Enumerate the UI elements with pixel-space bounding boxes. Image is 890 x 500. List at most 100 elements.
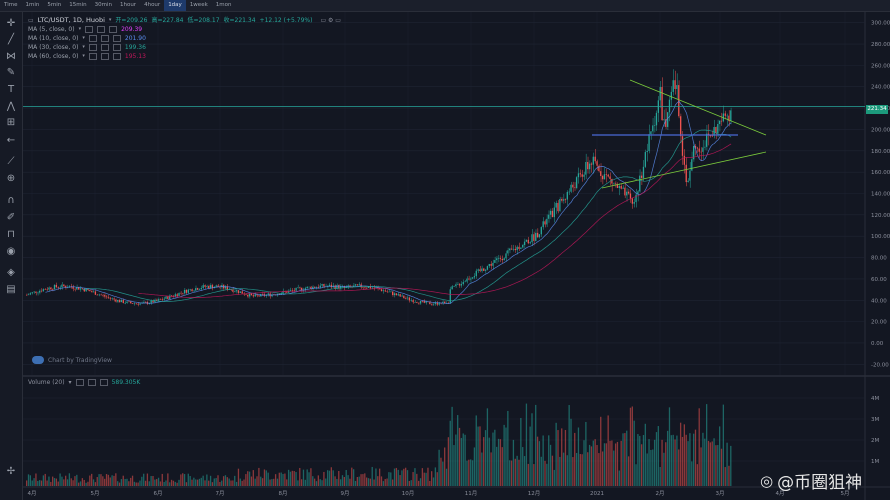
layout-icon[interactable]: ▭: [28, 17, 34, 24]
box-icon[interactable]: [88, 35, 97, 42]
timeframe-1min[interactable]: 1min: [25, 2, 40, 8]
volume-bar: [581, 454, 583, 486]
timeframe-15min[interactable]: 15min: [69, 2, 87, 8]
volume-bar: [570, 418, 572, 486]
volume-tick-label: 4M: [871, 396, 879, 402]
box-icon[interactable]: [109, 26, 118, 33]
volume-bar: [702, 432, 704, 486]
candle-body: [574, 187, 576, 189]
box-icon[interactable]: [112, 35, 121, 42]
box-icon[interactable]: [99, 379, 108, 386]
text-icon[interactable]: T: [7, 83, 15, 95]
chevron-down-icon[interactable]: ▾: [78, 26, 82, 32]
box-icon[interactable]: [97, 26, 106, 33]
volume-label[interactable]: Volume (20): [28, 379, 65, 386]
volume-bar: [464, 434, 466, 486]
fib-icon[interactable]: ⋈: [6, 50, 16, 62]
candle-body: [349, 285, 351, 287]
candle-body: [678, 85, 680, 117]
box-icon[interactable]: [100, 44, 109, 51]
volume-bar: [717, 445, 719, 486]
chevron-down-icon[interactable]: ▾: [82, 35, 85, 41]
candle-body: [215, 285, 217, 287]
pattern-icon[interactable]: ⋀: [6, 100, 16, 112]
volume-bar: [85, 482, 87, 486]
timeframe-time[interactable]: Time: [4, 2, 18, 8]
chevron-down-icon[interactable]: ▾: [68, 379, 72, 386]
lock-icon[interactable]: ⊓: [7, 228, 15, 240]
candle-body: [568, 191, 570, 193]
brush-icon[interactable]: ✎: [6, 66, 16, 78]
volume-bar: [416, 473, 418, 486]
candle-body: [393, 293, 396, 296]
timeframe-4hour[interactable]: 4hour: [144, 2, 161, 8]
box-icon[interactable]: [100, 35, 109, 42]
volume-bar: [126, 478, 128, 486]
chevron-down-icon[interactable]: ▾: [82, 44, 85, 50]
volume-bar: [412, 472, 414, 486]
chevron-down-icon[interactable]: ▾: [108, 17, 112, 23]
box-icon[interactable]: [75, 379, 84, 386]
volume-bar: [232, 480, 234, 486]
volume-bar: [453, 445, 455, 486]
ma-label[interactable]: MA (30, close, 0): [28, 44, 79, 51]
magnet-icon[interactable]: ∩: [7, 194, 15, 206]
timeframe-1hour[interactable]: 1hour: [119, 2, 137, 8]
timeframe-30min[interactable]: 30min: [94, 2, 112, 8]
trendline-icon[interactable]: ╱: [7, 33, 15, 45]
volume-bar: [429, 480, 431, 486]
crosshair-icon[interactable]: ✛: [6, 17, 16, 29]
ma-label[interactable]: MA (10, close, 0): [28, 35, 79, 42]
volume-bar: [310, 468, 312, 486]
volume-bar: [323, 471, 325, 486]
box-icon[interactable]: [85, 26, 94, 33]
settings-icon[interactable]: ▭ ⚙ ▭: [320, 17, 341, 24]
timeframe-5min[interactable]: 5min: [47, 2, 62, 8]
ruler-icon[interactable]: ⟋: [7, 155, 15, 167]
candle-body: [650, 131, 652, 135]
volume-bar: [87, 481, 89, 486]
candle-body: [319, 285, 321, 288]
timeframe-1day[interactable]: 1day: [164, 0, 186, 11]
eye-icon[interactable]: ◉: [6, 245, 16, 257]
lock-draw-icon[interactable]: ✐: [6, 211, 16, 223]
volume-bar: [79, 481, 82, 486]
candle-body: [235, 290, 238, 292]
box-icon[interactable]: [100, 53, 109, 60]
volume-tick-label: 3M: [871, 417, 879, 423]
volume-bar: [514, 458, 516, 486]
volume-bar: [163, 481, 165, 486]
symbol-label[interactable]: LTC/USDT, 1D, Huobi: [37, 16, 105, 24]
volume-bar: [258, 467, 260, 486]
tradingview-watermark[interactable]: Chart by TradingView: [32, 356, 112, 364]
candle-body: [178, 292, 180, 296]
volume-bar: [520, 417, 522, 486]
ma-label[interactable]: MA (5, close, 0): [28, 26, 75, 33]
candle-body: [503, 258, 505, 261]
price-tick-label: 100.00: [871, 234, 890, 240]
volume-bar: [195, 479, 197, 486]
trash-icon[interactable]: ▤: [6, 283, 16, 295]
box-icon[interactable]: [87, 379, 96, 386]
layers-icon[interactable]: ◈: [7, 266, 15, 278]
zoom-icon[interactable]: ⊕: [6, 172, 16, 184]
volume-bar: [349, 478, 351, 486]
candle-body: [520, 247, 522, 249]
timeframe-1mon[interactable]: 1mon: [215, 2, 232, 8]
box-icon[interactable]: [112, 53, 121, 60]
prediction-icon[interactable]: ⊞: [6, 116, 16, 128]
volume-bar: [241, 480, 243, 486]
chevron-down-icon[interactable]: ▾: [82, 53, 85, 59]
expand-icon[interactable]: ✢: [6, 465, 16, 477]
ma-label[interactable]: MA (60, close, 0): [28, 53, 79, 60]
timeframe-1week[interactable]: 1week: [189, 2, 208, 8]
volume-bar: [462, 433, 464, 486]
back-arrow-icon[interactable]: ←: [6, 134, 16, 146]
box-icon[interactable]: [88, 44, 97, 51]
box-icon[interactable]: [88, 53, 97, 60]
box-icon[interactable]: [112, 44, 121, 51]
volume-bar: [172, 480, 175, 486]
candle-body: [458, 284, 461, 286]
candle-body: [248, 293, 251, 297]
